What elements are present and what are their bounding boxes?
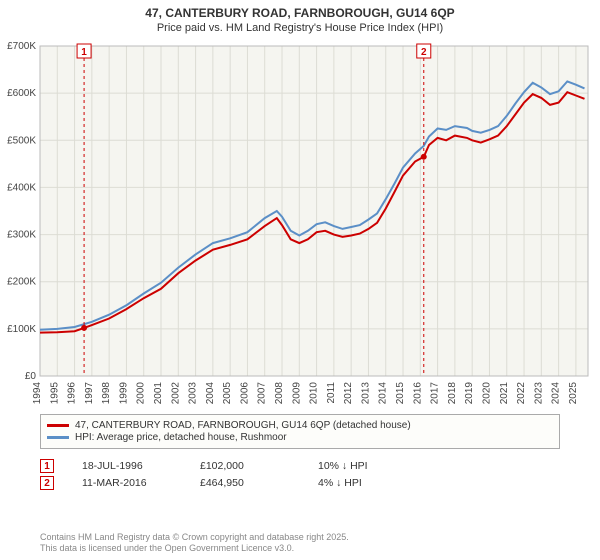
x-tick-label: 1997 — [84, 382, 95, 405]
x-tick-label: 2001 — [153, 382, 164, 405]
y-tick-label: £100K — [7, 324, 36, 335]
y-tick-label: £700K — [7, 41, 36, 52]
transaction-table: 1 18-JUL-1996 £102,000 10% ↓ HPI 2 11-MAR-201… — [40, 456, 408, 493]
transaction-date: 18-JUL-1996 — [82, 460, 172, 472]
x-tick-label: 2012 — [343, 382, 354, 405]
x-tick-label: 2007 — [257, 382, 268, 405]
transaction-price: £102,000 — [200, 460, 290, 472]
x-tick-label: 2018 — [447, 382, 458, 405]
marker-dot — [421, 154, 427, 160]
transaction-badge: 1 — [40, 459, 54, 473]
x-tick-label: 2017 — [430, 382, 441, 405]
y-tick-label: £0 — [25, 371, 37, 382]
chart-title: 47, CANTERBURY ROAD, FARNBOROUGH, GU14 6… — [0, 6, 600, 20]
x-tick-label: 2020 — [481, 382, 492, 405]
transaction-badge: 2 — [40, 476, 54, 490]
x-tick-label: 2011 — [326, 382, 337, 404]
chart-legend: 47, CANTERBURY ROAD, FARNBOROUGH, GU14 6… — [40, 414, 560, 449]
chart-subtitle: Price paid vs. HM Land Registry's House … — [0, 22, 600, 34]
transaction-delta: 4% ↓ HPI — [318, 477, 408, 489]
transaction-delta: 10% ↓ HPI — [318, 460, 408, 472]
transaction-row: 2 11-MAR-2016 £464,950 4% ↓ HPI — [40, 476, 408, 490]
transaction-row: 1 18-JUL-1996 £102,000 10% ↓ HPI — [40, 459, 408, 473]
attribution-footer: Contains HM Land Registry data © Crown c… — [40, 532, 349, 555]
x-tick-label: 2025 — [568, 382, 579, 405]
x-tick-label: 2016 — [412, 382, 423, 405]
marker-number: 1 — [81, 47, 87, 58]
x-tick-label: 2010 — [309, 382, 320, 405]
x-tick-label: 2021 — [499, 382, 510, 405]
x-tick-label: 2024 — [551, 382, 562, 405]
x-tick-label: 1996 — [67, 382, 78, 405]
x-tick-label: 2014 — [378, 382, 389, 405]
y-tick-label: £400K — [7, 182, 36, 193]
x-tick-label: 2006 — [239, 382, 250, 405]
legend-item: 47, CANTERBURY ROAD, FARNBOROUGH, GU14 6… — [47, 420, 553, 431]
transaction-price: £464,950 — [200, 477, 290, 489]
x-tick-label: 2004 — [205, 382, 216, 405]
x-tick-label: 2013 — [360, 382, 371, 405]
x-tick-label: 2005 — [222, 382, 233, 405]
legend-label: 47, CANTERBURY ROAD, FARNBOROUGH, GU14 6… — [75, 420, 411, 431]
footer-line: This data is licensed under the Open Gov… — [40, 543, 349, 554]
x-tick-label: 2022 — [516, 382, 527, 405]
legend-label: HPI: Average price, detached house, Rush… — [75, 432, 287, 443]
legend-swatch — [47, 436, 69, 439]
marker-number: 2 — [421, 47, 427, 58]
transaction-date: 11-MAR-2016 — [82, 477, 172, 489]
legend-item: HPI: Average price, detached house, Rush… — [47, 432, 553, 443]
legend-swatch — [47, 424, 69, 427]
y-tick-label: £600K — [7, 88, 36, 99]
y-tick-label: £300K — [7, 230, 36, 241]
x-tick-label: 2015 — [395, 382, 406, 405]
x-tick-label: 1999 — [118, 382, 129, 405]
marker-dot — [81, 325, 87, 331]
x-tick-label: 1995 — [49, 382, 60, 405]
x-tick-label: 2003 — [188, 382, 199, 405]
y-tick-label: £200K — [7, 277, 36, 288]
y-tick-label: £500K — [7, 135, 36, 146]
chart-header: 47, CANTERBURY ROAD, FARNBOROUGH, GU14 6… — [0, 0, 600, 36]
x-tick-label: 2000 — [136, 382, 147, 405]
x-tick-label: 2019 — [464, 382, 475, 405]
footer-line: Contains HM Land Registry data © Crown c… — [40, 532, 349, 543]
x-tick-label: 2002 — [170, 382, 181, 405]
x-tick-label: 2008 — [274, 382, 285, 405]
x-tick-label: 1998 — [101, 382, 112, 405]
x-tick-label: 2023 — [533, 382, 544, 405]
price-chart: £0 £100K £200K £300K £400K £500K £600K £700K 199… — [0, 38, 600, 408]
x-tick-label: 1994 — [32, 382, 43, 405]
x-tick-label: 2009 — [291, 382, 302, 405]
